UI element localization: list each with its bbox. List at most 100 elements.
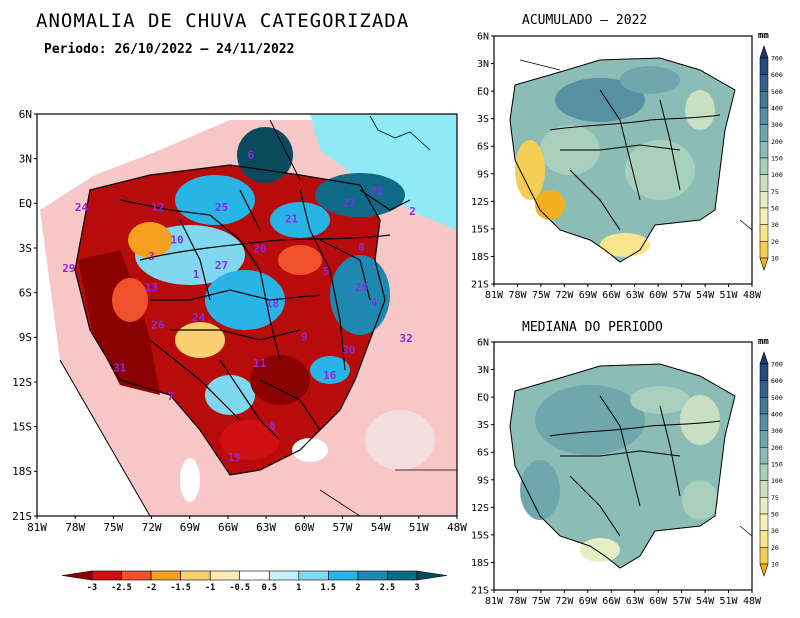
accumulated-lat-label: 21S (471, 280, 489, 291)
basin-number-label: 30 (342, 344, 355, 357)
median-lat-label: EQ (477, 393, 489, 404)
anomaly-colorbar-swatch (298, 570, 329, 581)
accumulated-lon-label: 81W (485, 290, 504, 301)
anomaly-lon-label: 63W (256, 521, 276, 534)
anomaly-colorbar-label: -1 (205, 583, 215, 593)
period-subtitle: Periodo: 26/10/2022 – 24/11/2022 (44, 42, 295, 57)
basin-number-label: 31 (113, 362, 127, 375)
basin-number-label: 25 (215, 201, 228, 214)
basin-number-label: 24 (75, 201, 89, 214)
accumulated-colorbar-label: 10 (771, 255, 779, 263)
basin-number-label: 12 (151, 201, 164, 214)
median-lat-label: 12S (471, 503, 489, 514)
median-lon-label: 66W (602, 596, 621, 607)
accumulated-lon-label: 78W (508, 290, 527, 301)
anomaly-colorbar-label: 1.5 (321, 583, 336, 593)
anomaly-lon-label: 57W (333, 521, 353, 534)
median-colorbar-swatch (759, 480, 769, 498)
anomaly-colorbar-swatch (209, 570, 241, 581)
anomaly-lon-label: 81W (27, 521, 47, 534)
accumulated-lon-label: 57W (673, 290, 692, 301)
anomaly-colorbar-swatch (268, 570, 300, 581)
basin-number-label: 22 (370, 184, 383, 197)
basin-number-label: 19 (228, 451, 241, 464)
basin-number-labels: 6 22 23 12 24 25 21 2 10 20 8 3 27 1 29 5 13 28 18 4 26 24 32 9… (62, 149, 416, 464)
median-colorbar-label: 700 (771, 361, 783, 369)
median-lon-label: 69W (579, 596, 598, 607)
accumulated-colorbar-swatch (759, 224, 769, 242)
basin-number-label: 29 (62, 262, 75, 275)
anomaly-colorbar-label: 3 (414, 583, 419, 593)
accumulated-colorbar-label: 400 (771, 105, 783, 113)
median-colorbar-label: 150 (771, 461, 783, 469)
median-lon-label: 72W (555, 596, 574, 607)
basin-number-label: 2 (409, 205, 416, 218)
median-colorbar-label: 200 (771, 444, 783, 452)
basin-number-label: 7 (167, 390, 174, 403)
accumulated-colorbar-unit-label: mm (758, 31, 769, 41)
anomaly-colorbar-swatch (239, 570, 270, 581)
median-lon-label: 48W (743, 596, 762, 607)
accumulated-lon-label: 60W (649, 290, 668, 301)
median-map-title: MEDIANA DO PERIODO (522, 320, 663, 335)
anomaly-colorbar-label: -2.5 (111, 583, 131, 593)
anomaly-colorbar-swatch (357, 570, 388, 581)
median-colorbar-unit-label: mm (758, 337, 769, 347)
basin-number-label: 13 (145, 281, 158, 294)
accumulated-colorbar-top-arrow (759, 45, 769, 59)
accumulated-lon-label: 54W (696, 290, 715, 301)
median-lon-label: 57W (673, 596, 692, 607)
basin-number-label: 28 (355, 281, 368, 294)
median-colorbar-label: 75 (771, 494, 779, 502)
basin-number-label: 8 (269, 420, 276, 433)
accumulated-colorbar-bottom-arrow (759, 257, 769, 271)
accumulated-colorbar-label: 75 (771, 188, 779, 196)
anomaly-colorbar-label: 0.5 (262, 583, 277, 593)
median-lon-label: 75W (532, 596, 551, 607)
median-lon-label: 81W (485, 596, 504, 607)
anomaly-map-field (37, 114, 457, 516)
accumulated-lat-label: EQ (477, 87, 489, 98)
anomaly-colorbar: -3 -2.5 -2 -1.5 -1 -0.5 0.5 1 1.5 2 2.5 3 (61, 570, 448, 593)
anomaly-colorbar-swatch (121, 570, 152, 581)
accumulated-lat-label: 15S (471, 224, 489, 235)
accumulated-colorbar-swatch (759, 207, 769, 225)
median-lat-label: 6N (477, 338, 489, 349)
median-lon-label: 78W (508, 596, 527, 607)
median-colorbar-swatch (759, 463, 769, 481)
accumulated-lon-label: 63W (626, 290, 645, 301)
basin-number-label: 32 (399, 332, 412, 345)
median-colorbar-swatch (759, 447, 769, 465)
anomaly-colorbar-swatch (91, 570, 122, 581)
basin-number-label: 18 (266, 298, 279, 311)
accumulated-lat-label: 9S (477, 169, 489, 180)
median-colorbar-swatch (759, 430, 769, 448)
median-colorbar-swatch (759, 547, 769, 565)
anomaly-lon-label: 66W (218, 521, 238, 534)
accumulated-lon-label: 66W (602, 290, 621, 301)
median-lon-label: 51W (720, 596, 739, 607)
accumulated-lat-label: 3N (477, 59, 489, 70)
accumulated-colorbar-label: 100 (771, 171, 783, 179)
anomaly-lat-label: 12S (12, 376, 32, 389)
anomaly-lat-label: 21S (12, 510, 32, 523)
anomaly-colorbar-swatch (387, 570, 418, 581)
basin-number-label: 1 (193, 268, 200, 281)
anomaly-colorbar-label: -2 (146, 583, 156, 593)
anomaly-lon-label: 48W (447, 521, 467, 534)
anomaly-colorbar-swatch (328, 570, 359, 581)
basin-number-label: 11 (253, 357, 267, 370)
anomaly-lon-label: 54W (371, 521, 391, 534)
anomaly-lat-label: 3N (19, 153, 32, 166)
anomaly-colorbar-right-arrow (416, 570, 448, 581)
anomaly-colorbar-label: -0.5 (229, 583, 249, 593)
accumulated-colorbar-label: 300 (771, 121, 783, 129)
accumulated-colorbar-swatch (759, 241, 769, 259)
median-lon-label: 60W (649, 596, 668, 607)
anomaly-colorbar-label: 2 (355, 583, 360, 593)
anomaly-lon-label: 60W (294, 521, 314, 534)
median-lat-label: 15S (471, 530, 489, 541)
anomaly-lat-label: 15S (12, 421, 32, 434)
basin-number-label: 6 (248, 149, 255, 162)
